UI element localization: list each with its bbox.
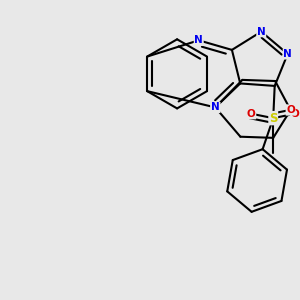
Text: O: O	[291, 109, 300, 119]
Text: O: O	[286, 105, 295, 115]
Text: S: S	[269, 112, 278, 124]
Text: N: N	[194, 35, 203, 45]
Text: N: N	[283, 49, 292, 59]
Text: N: N	[211, 102, 220, 112]
Text: N: N	[211, 102, 220, 112]
Text: O: O	[247, 109, 256, 119]
Text: N: N	[257, 27, 266, 37]
